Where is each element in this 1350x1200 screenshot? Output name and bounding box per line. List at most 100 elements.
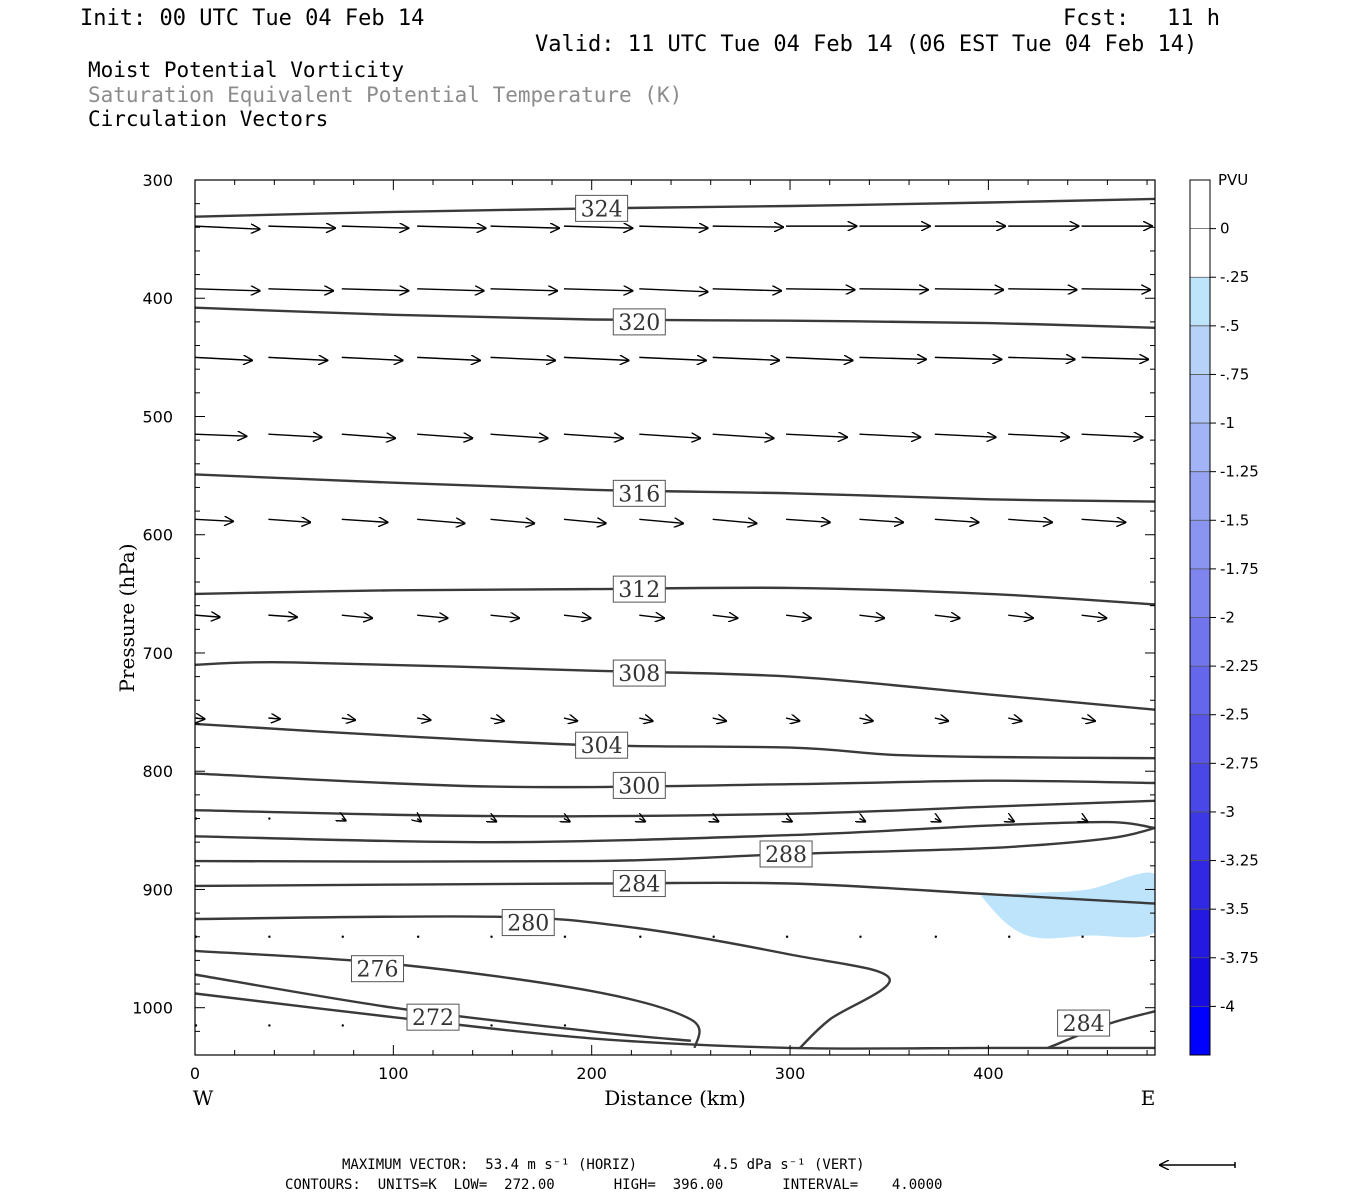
- contour-label-text: 284: [618, 873, 660, 898]
- contour-label-box: [759, 840, 813, 868]
- circulation-vector: [490, 357, 556, 360]
- contour-label-text: 272: [412, 1006, 454, 1031]
- valid-time: Valid: 11 UTC Tue 04 Feb 14 (06 EST Tue …: [535, 32, 1198, 57]
- forecast-hour-value: 11 h: [1167, 6, 1220, 31]
- colorbar-swatch: [1190, 714, 1210, 764]
- circulation-vector: [785, 718, 799, 721]
- circulation-vector: [1008, 357, 1075, 359]
- colorbar-swatch: [1190, 471, 1210, 521]
- circulation-vector: [490, 615, 519, 618]
- field-title-mpv: Moist Potential Vorticity: [88, 58, 405, 82]
- circulation-vector: [639, 289, 707, 292]
- circulation-vector: [341, 615, 372, 618]
- circulation-vector: [417, 819, 421, 822]
- contour-line-272: [195, 992, 1155, 1050]
- circulation-vector: [785, 615, 811, 618]
- circulation-vector: [341, 935, 344, 938]
- colorbar-swatch: [1190, 325, 1210, 375]
- circulation-vector: [1008, 434, 1069, 437]
- circulation-vector: [417, 718, 430, 720]
- circulation-vector: [1081, 615, 1107, 618]
- contour-label-304: 304: [575, 731, 629, 759]
- contour-label-320: 320: [612, 308, 666, 336]
- y-tick-label: 300: [142, 171, 173, 190]
- contour-label-text: 324: [581, 197, 623, 222]
- circulation-vector: [490, 935, 493, 938]
- contour-label-276: 276: [350, 955, 404, 983]
- colorbar-swatch: [1190, 811, 1210, 862]
- circulation-vector: [712, 357, 780, 360]
- colorbar-tick-label: -3.5: [1220, 900, 1249, 918]
- circulation-vector: [786, 357, 853, 360]
- circulation-vector: [195, 226, 260, 229]
- contour-label-text: 312: [618, 578, 660, 603]
- circulation-vector: [639, 935, 642, 938]
- contour-label-text: 284: [1063, 1012, 1105, 1037]
- colorbar-swatch: [1190, 763, 1210, 813]
- circulation-vector: [268, 935, 271, 938]
- circulation-vector: [639, 357, 706, 360]
- circulation-vector: [341, 1024, 344, 1027]
- circulation-vector: [417, 434, 472, 438]
- colorbar-swatch: [1190, 909, 1210, 959]
- circulation-vector: [1154, 288, 1155, 290]
- circulation-vector: [1082, 819, 1088, 822]
- circulation-vector: [712, 519, 757, 523]
- circulation-vector: [785, 935, 789, 938]
- colorbar-tick-label: 0: [1220, 220, 1230, 238]
- circulation-vector: [712, 615, 738, 618]
- colorbar-tick-label: -.5: [1220, 317, 1240, 335]
- circulation-vector: [341, 718, 355, 720]
- contour-label-box: [501, 909, 555, 937]
- contour-line-288: [195, 826, 1155, 863]
- contour-line-312: [195, 586, 1155, 606]
- circulation-vector: [934, 434, 996, 437]
- contour-label-300: 300: [612, 771, 666, 799]
- contour-label-box: [575, 731, 629, 759]
- circulation-vector: [268, 434, 321, 437]
- circulation-vector: [341, 226, 409, 228]
- circulation-vector: [859, 357, 926, 359]
- contour-label-box: [612, 308, 666, 336]
- contour-label-layer: 324 320 316 312 308 304 300 288 284 280 276 272 284: [350, 194, 1111, 1037]
- circulation-vector: [639, 226, 707, 228]
- circulation-vector: [564, 819, 570, 822]
- colorbar-tick-label: -1.25: [1220, 463, 1259, 481]
- colorbar-tick-label: -1: [1220, 414, 1235, 432]
- contour-label-box: [350, 955, 404, 983]
- colorbar-swatch: [1190, 520, 1210, 570]
- colorbar-swatch: [1190, 277, 1210, 327]
- contour-label-text: 276: [356, 958, 398, 983]
- axis-layer: 300 400 500 600 700 800 900 1000 0 100 200 300 400: [132, 171, 1155, 1083]
- circulation-vector: [268, 1024, 271, 1027]
- circulation-vector: [341, 357, 403, 360]
- colorbar-tick-label: -3: [1220, 803, 1235, 821]
- colorbar-tick-label: -2.5: [1220, 706, 1249, 724]
- circulation-vector: [563, 357, 629, 360]
- colorbar-tick-label: -3.75: [1220, 949, 1259, 967]
- circulation-vector: [639, 615, 664, 618]
- field-title-theta-es: Saturation Equivalent Potential Temperat…: [88, 83, 683, 107]
- colorbar-tick-label: -1.75: [1220, 560, 1259, 578]
- contour-label-text: 288: [765, 843, 807, 868]
- circulation-vector: [1081, 718, 1095, 721]
- circulation-vector: [563, 226, 632, 228]
- circulation-vector: [934, 615, 960, 618]
- colorbar-swatch: [1190, 180, 1210, 230]
- colorbar-swatch: [1190, 666, 1210, 716]
- contour-label-316: 316: [612, 479, 666, 507]
- colorbar-swatch: [1190, 1006, 1210, 1056]
- circulation-vector: [934, 718, 948, 721]
- circulation-vector: [859, 935, 862, 938]
- max-vector-info: MAXIMUM VECTOR: 53.4 m s⁻¹ (HORIZ) 4.5 d…: [342, 1157, 865, 1173]
- circulation-vector: [712, 434, 774, 438]
- circulation-vector: [786, 289, 854, 290]
- contour-label-284: 284: [612, 870, 666, 898]
- contour-line-300: [195, 772, 1155, 789]
- circulation-vector: [934, 935, 938, 938]
- circulation-vector: [563, 935, 567, 938]
- circulation-vector: [417, 226, 485, 228]
- contour-label-box: [612, 479, 666, 507]
- theta-es-contour-layer: [195, 197, 1155, 1050]
- circulation-vector: [712, 718, 726, 721]
